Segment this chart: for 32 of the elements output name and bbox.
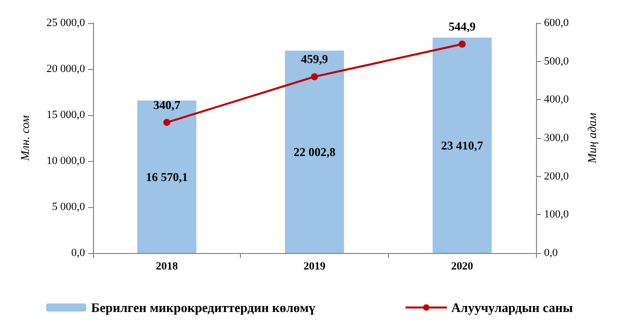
- point: [163, 118, 170, 126]
- data-label: 16 570,1: [146, 170, 188, 184]
- data-label: 22 002,8: [294, 144, 336, 159]
- x-tick-label: 2020: [451, 260, 474, 272]
- legend-label: Алуучулардын саны: [451, 300, 573, 315]
- y-tick-label: 25 000,0: [46, 17, 86, 29]
- bar: [137, 100, 196, 253]
- y2-tick-label: 0,0: [544, 247, 558, 259]
- y2-tick-label: 200,0: [544, 170, 570, 182]
- y-tick-label: 0,0: [71, 247, 86, 259]
- y2-tick-label: 100,0: [544, 208, 570, 221]
- y2-tick-label: 600,0: [544, 17, 570, 29]
- x-tick-label: 2019: [304, 260, 326, 272]
- y-axis-title: Млн. сом: [18, 114, 32, 162]
- data-label: 340,7: [153, 98, 180, 112]
- y-tick-label: 15 000,0: [46, 109, 86, 121]
- y-tick-label: 20 000,0: [46, 63, 86, 75]
- y2-tick-label: 500,0: [544, 55, 570, 68]
- y2-tick-label: 400,0: [544, 94, 570, 106]
- data-label: 23 410,7: [441, 138, 484, 152]
- point: [311, 73, 318, 80]
- point: [458, 40, 466, 48]
- x-tick-label: 2018: [156, 260, 178, 272]
- legend-label: Берилген микрокредиттердин көлөмү: [91, 300, 316, 315]
- bar: [432, 38, 492, 253]
- data-label: 544,9: [448, 20, 476, 34]
- y2-axis-title: Миң адам: [585, 112, 599, 164]
- y2-tick-label: 300,0: [544, 132, 570, 144]
- y-tick-label: 5 000,0: [52, 201, 86, 213]
- data-label: 459,9: [301, 52, 328, 66]
- bar: [284, 50, 344, 253]
- y-tick-label: 10 000,0: [46, 155, 86, 167]
